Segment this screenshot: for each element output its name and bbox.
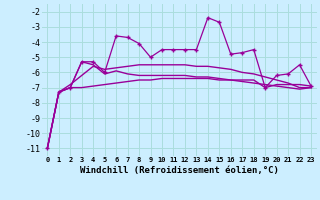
X-axis label: Windchill (Refroidissement éolien,°C): Windchill (Refroidissement éolien,°C) [80,166,279,175]
